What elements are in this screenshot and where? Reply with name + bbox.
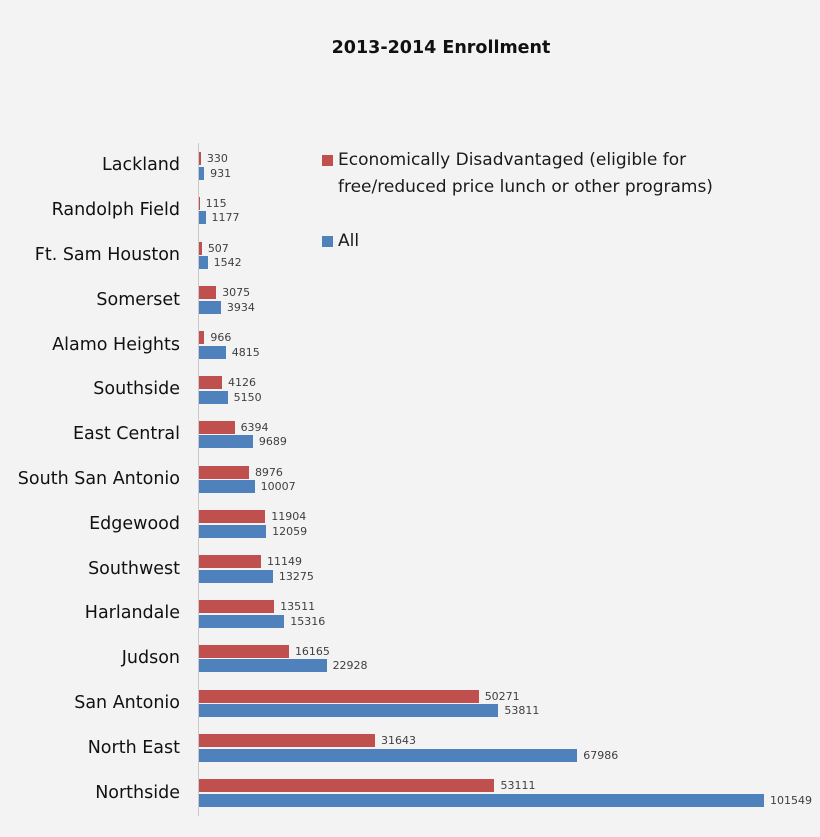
- value-label: 8976: [254, 465, 283, 479]
- category-label: Randolph Field: [51, 200, 180, 221]
- value-label: 5150: [233, 390, 262, 404]
- value-label: 10007: [260, 480, 296, 494]
- category-label: East Central: [72, 424, 180, 445]
- category-label: Edgewood: [89, 513, 180, 534]
- category-label: Alamo Heights: [52, 334, 180, 355]
- value-label: 101549: [770, 793, 812, 807]
- category-axis-line: [197, 143, 199, 816]
- chart-title: 2013-2014 Enrollment: [331, 38, 551, 58]
- bar-economically-disadvantaged: [199, 779, 495, 793]
- value-label: 15316: [290, 614, 326, 628]
- bar-all: [199, 300, 221, 314]
- bar-economically-disadvantaged: [199, 152, 201, 165]
- value-label: 115: [205, 196, 227, 210]
- value-label: 67986: [583, 748, 619, 762]
- value-label: 50271: [484, 689, 520, 703]
- value-label: 4815: [231, 345, 260, 359]
- bar-economically-disadvantaged: [199, 465, 249, 479]
- bar-all: [199, 256, 208, 270]
- category-label: South San Antonio: [17, 468, 180, 489]
- value-label: 1542: [213, 256, 242, 270]
- category-label: Lackland: [101, 155, 180, 176]
- bar-economically-disadvantaged: [199, 510, 266, 524]
- category-label: Southwest: [88, 558, 180, 579]
- value-label: 507: [207, 241, 229, 255]
- bar-economically-disadvantaged: [199, 644, 289, 658]
- legend-item-economically-disadvantaged: Economically Disadvantaged (eligible for…: [322, 147, 758, 201]
- value-label: 9689: [258, 435, 287, 449]
- bar-all: [199, 480, 255, 494]
- value-label: 22928: [332, 659, 368, 673]
- category-label: Northside: [95, 782, 180, 803]
- value-label: 966: [210, 331, 232, 345]
- value-label: 3075: [222, 286, 251, 300]
- bar-economically-disadvantaged: [199, 331, 205, 345]
- bar-all: [199, 614, 285, 628]
- bar-all: [199, 211, 206, 225]
- bar-economically-disadvantaged: [199, 420, 235, 434]
- legend-swatch-all: [322, 236, 333, 247]
- category-label: Somerset: [96, 289, 180, 310]
- value-label: 53111: [500, 779, 536, 793]
- bar-economically-disadvantaged: [199, 286, 217, 300]
- bar-all: [199, 524, 267, 538]
- legend-label-all: All: [338, 231, 360, 251]
- value-label: 11904: [271, 510, 307, 524]
- bar-all: [199, 569, 273, 583]
- value-label: 13511: [280, 600, 316, 613]
- bar-all: [199, 345, 226, 359]
- value-label: 4126: [227, 376, 256, 389]
- value-label: 1177: [211, 211, 240, 225]
- value-label: 16165: [294, 644, 330, 658]
- bar-all: [199, 659, 327, 673]
- category-label: Ft. Sam Houston: [34, 244, 180, 265]
- bar-economically-disadvantaged: [199, 241, 202, 255]
- category-label: North East: [87, 737, 180, 758]
- value-label: 931: [210, 166, 232, 180]
- bar-economically-disadvantaged: [199, 600, 275, 613]
- bar-economically-disadvantaged: [199, 689, 479, 703]
- bar-economically-disadvantaged: [199, 196, 200, 210]
- category-label: Southside: [93, 379, 180, 400]
- bar-all: [199, 704, 499, 718]
- value-label: 3934: [226, 300, 255, 314]
- category-label: San Antonio: [74, 692, 180, 713]
- bar-all: [199, 793, 764, 807]
- value-label: 31643: [381, 734, 417, 748]
- value-label: 330: [206, 152, 228, 165]
- bar-all: [199, 435, 253, 449]
- bar-economically-disadvantaged: [199, 376, 222, 389]
- value-label: 6394: [240, 420, 269, 434]
- legend-item-all: All: [322, 228, 758, 255]
- category-label: Harlandale: [84, 603, 180, 624]
- bar-all: [199, 166, 205, 180]
- bar-economically-disadvantaged: [199, 555, 262, 569]
- value-label: 13275: [278, 569, 314, 583]
- bar-economically-disadvantaged: [199, 734, 376, 748]
- legend-swatch-economically-disadvantaged: [322, 155, 333, 166]
- bar-all: [199, 748, 578, 762]
- value-label: 12059: [272, 524, 308, 538]
- value-label: 11149: [267, 555, 303, 569]
- category-label: Judson: [121, 648, 180, 669]
- legend-label-economically-disadvantaged: Economically Disadvantaged (eligible for…: [338, 150, 713, 197]
- value-label: 53811: [504, 704, 540, 718]
- bar-all: [199, 390, 228, 404]
